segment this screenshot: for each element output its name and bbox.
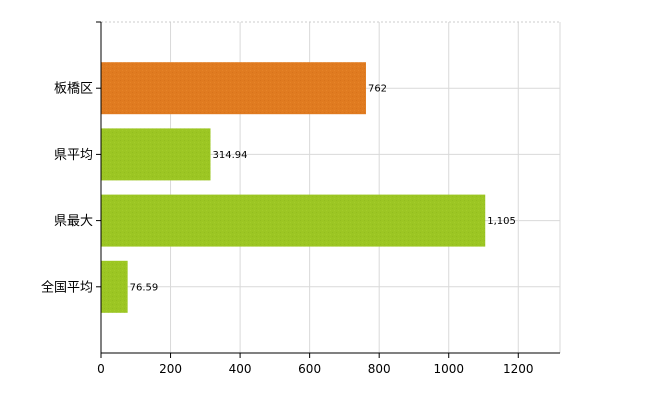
category-label: 板橋区 bbox=[54, 82, 93, 97]
x-tick-label: 400 bbox=[229, 362, 252, 376]
category-label: 全国平均 bbox=[41, 279, 93, 295]
x-tick-label: 600 bbox=[298, 362, 321, 376]
category-label: 県最大 bbox=[54, 214, 93, 229]
data-label: 314.94 bbox=[213, 150, 248, 161]
bar bbox=[101, 194, 486, 247]
bar bbox=[101, 260, 128, 313]
x-tick-label: 800 bbox=[368, 362, 391, 376]
x-tick-label: 1200 bbox=[503, 362, 534, 376]
data-label: 1,105 bbox=[487, 216, 516, 227]
axes bbox=[96, 21, 560, 358]
category-label: 県平均 bbox=[54, 148, 93, 163]
x-tick-label: 200 bbox=[159, 362, 182, 376]
bar bbox=[101, 128, 211, 181]
bar bbox=[101, 62, 366, 115]
data-label: 762 bbox=[368, 84, 387, 95]
data-label: 76.59 bbox=[130, 282, 159, 293]
bars bbox=[101, 62, 486, 313]
labels: 762 板橋区 314.94 県平均 1,105 県最大 76.59 全国平均 0 200 400 6… bbox=[41, 82, 534, 376]
x-tick-label: 0 bbox=[97, 362, 105, 376]
x-tick-label: 1000 bbox=[433, 362, 464, 376]
